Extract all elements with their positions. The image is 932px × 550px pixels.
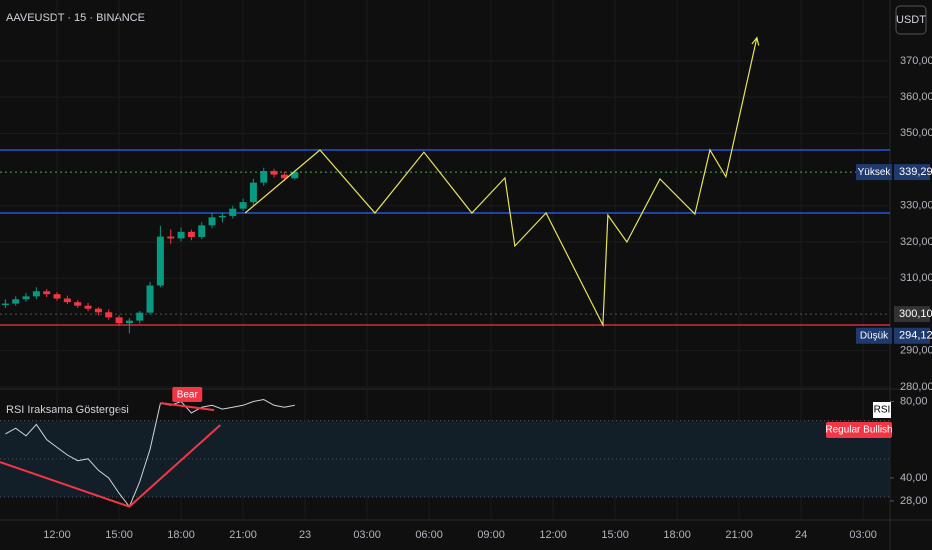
candle-body [177, 231, 185, 239]
candle-body [22, 296, 30, 300]
price-label-name-box [856, 164, 892, 181]
candle-body [156, 236, 164, 286]
rsi-line [5, 399, 295, 508]
x-tick-label: 21:00 [229, 529, 257, 541]
rsi-badge: RSI [874, 405, 891, 416]
rsi-badge-box [873, 402, 891, 418]
candle-body [115, 317, 123, 324]
rsi-tick-label: 28,00 [900, 495, 928, 507]
x-tick-label: 09:00 [477, 529, 505, 541]
candle-body [270, 170, 278, 175]
x-tick-label: 15:00 [105, 529, 133, 541]
price-label: 294,12 [899, 330, 932, 342]
candle-body [94, 308, 102, 313]
y-tick-label: 320,00 [900, 236, 932, 248]
projection-line [244, 37, 758, 328]
currency-button[interactable] [895, 5, 927, 35]
y-tick-label: 360,00 [900, 91, 932, 103]
candle-body [239, 202, 247, 209]
price-label-box [894, 327, 930, 344]
x-tick-label: 24 [795, 529, 807, 541]
symbol-title: AAVEUSDT · 15 · BINANCE [6, 12, 145, 24]
x-tick-label: 12:00 [539, 529, 567, 541]
divergence-label: Regular Bullish [825, 425, 892, 436]
candle-body [84, 305, 92, 309]
candle-body [187, 231, 195, 237]
candle-body [167, 236, 175, 239]
divergence-label-box [172, 387, 203, 402]
candle-body [249, 182, 257, 203]
x-tick-label: 03:00 [849, 529, 877, 541]
divergence-label-box [826, 422, 892, 438]
price-label-name: Yüksek [858, 167, 892, 178]
candle-body [218, 215, 226, 218]
candle-body [105, 312, 113, 318]
x-tick-label: 12:00 [43, 529, 71, 541]
candle-body [208, 217, 216, 226]
candle-body [1, 303, 9, 306]
y-tick-label: 280,00 [900, 381, 932, 393]
x-tick-label: 15:00 [601, 529, 629, 541]
x-tick-label: 18:00 [663, 529, 691, 541]
price-label: 339,29 [899, 166, 932, 178]
candle-body [146, 285, 154, 313]
y-tick-label: 290,00 [900, 345, 932, 357]
y-tick-label: 370,00 [900, 55, 932, 67]
price-label-box [894, 306, 930, 323]
divergence-line [160, 402, 215, 412]
candle-body [63, 298, 71, 303]
candle-body [74, 302, 82, 306]
candle-body [125, 320, 133, 324]
divergence-line [0, 424, 221, 508]
price-label: 300,10 [899, 308, 932, 320]
price-label-box [894, 164, 930, 181]
rsi-tick-label: 80,00 [900, 395, 928, 407]
candle-body [198, 225, 206, 237]
candle-body [280, 174, 288, 179]
candle-body [53, 294, 61, 299]
price-label-name: Düşük [860, 330, 889, 341]
x-tick-label: 06:00 [415, 529, 443, 541]
x-tick-label: 18:00 [167, 529, 195, 541]
divergence-label: Bear [177, 390, 199, 401]
x-tick-label: 21:00 [725, 529, 753, 541]
price-label-name-box [856, 327, 892, 344]
candle-body [32, 291, 40, 297]
candle-body [260, 170, 268, 183]
candle-body [43, 291, 51, 295]
rsi-title: RSI Iraksama Göstergesi [6, 404, 129, 416]
rsi-tick-label: 40,00 [900, 472, 928, 484]
candle-body [136, 312, 144, 321]
y-tick-label: 330,00 [900, 200, 932, 212]
x-tick-label: 23 [299, 529, 311, 541]
candle-body [12, 299, 20, 304]
y-tick-label: 350,00 [900, 127, 932, 139]
x-tick-label: 03:00 [353, 529, 381, 541]
candle-body [291, 172, 299, 179]
projection-arrowhead [751, 36, 760, 46]
candle-body [229, 208, 237, 216]
currency-button-label[interactable]: USDT [896, 14, 926, 26]
y-tick-label: 310,00 [900, 272, 932, 284]
